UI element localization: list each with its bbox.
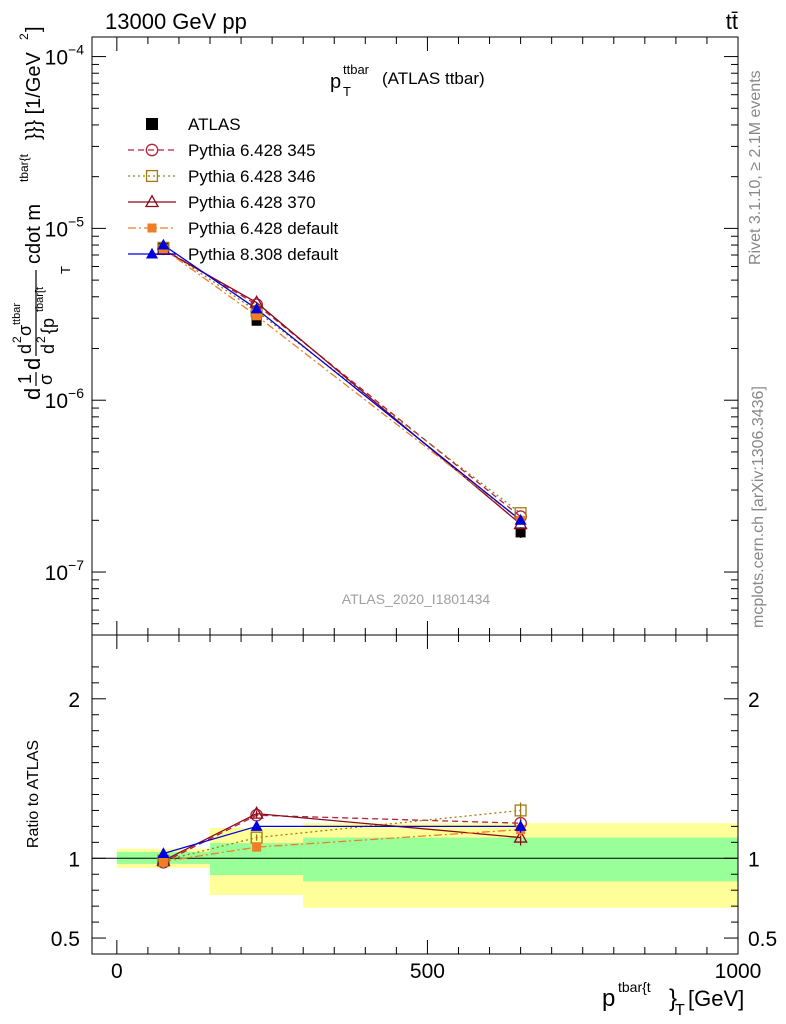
ylabel-frac2-den-sup: 2: [34, 336, 48, 343]
ratio-xlabel: p tbar{t } T [GeV]: [602, 979, 744, 1019]
legend-label: Pythia 6.428 370: [188, 193, 316, 212]
legend-marker: [146, 247, 158, 259]
main-ylabel: d 1 σ d d 2 σ ttbar d 2 {p tbar[t T cdot…: [10, 26, 73, 400]
ylabel-tail: cdot m: [23, 204, 45, 264]
ylabel-frac2-num-sym: σ: [15, 325, 35, 336]
legend-marker: [144, 194, 160, 208]
ylabel-tail-sup: tbar{t: [17, 153, 31, 182]
ylabel-d1: d: [20, 388, 45, 400]
ylabel-d2: d: [20, 358, 45, 370]
legend-label: Pythia 6.428 default: [188, 219, 339, 238]
xlabel-sub: T: [675, 1002, 685, 1019]
ratio-xtick-label: 500: [410, 960, 445, 983]
legend-label: Pythia 8.308 default: [188, 245, 339, 264]
legend: ATLAS Pythia 6.428 345 Pythia 6.428 346 Pyt…: [128, 115, 339, 264]
plot-title-rest: (ATLAS ttbar): [382, 69, 485, 88]
main-ytick-label: 10−6: [45, 385, 85, 413]
ylabel-frac1-num: 1: [15, 374, 35, 384]
ylabel-frac2-den-rest: {p: [38, 318, 58, 334]
ratio-data-point: [157, 847, 170, 859]
ylabel-tail-end-sup: 2: [17, 33, 31, 40]
analysis-watermark: ATLAS_2020_I1801434: [342, 591, 491, 607]
ratio-ylabel: Ratio to ATLAS: [25, 740, 42, 848]
ylabel-tail-end: }}} [1/GeV: [23, 51, 45, 140]
ratio-data-point: [250, 820, 263, 831]
xlabel-sup: tbar{t: [618, 979, 651, 995]
ratio-ticks: [92, 635, 739, 954]
ratio-ytick-labels: 0.5 0.5 1 1 2 2: [51, 689, 777, 951]
plot-title-sup: ttbar: [343, 62, 370, 77]
ratio-data-point: [513, 829, 528, 843]
main-panel: 10−7 10−6 10−5 10−4 p T ttbar (ATLAS ttbar)…: [10, 26, 739, 636]
ratio-data-point: [514, 804, 527, 817]
legend-marker: [147, 223, 157, 233]
ratio-series-layer: [156, 802, 528, 869]
main-ticks: [92, 37, 739, 635]
legend-label: Pythia 6.428 345: [188, 141, 316, 160]
main-ytick-label: 10−5: [45, 213, 85, 241]
ylabel-frac2-num-sup: 2: [10, 336, 24, 343]
ratio-data-point: [249, 806, 264, 819]
ratio-panel: 0.5 0.5 1 1 2 2 0 500 1000 Ratio to ATLAS p tba…: [25, 634, 777, 1019]
main-ytick-label: 10−7: [45, 557, 85, 585]
xlabel-main: p: [602, 985, 615, 1012]
legend-label: ATLAS: [188, 115, 241, 134]
xlabel-brace: }: [669, 985, 677, 1012]
ylabel-tail-close: ]: [23, 26, 45, 32]
legend-marker: [145, 143, 159, 157]
ylabel-frac2-den: d: [38, 344, 58, 354]
legend-marker: [146, 118, 158, 130]
main-ytick-labels: 10−7 10−6 10−5 10−4: [45, 42, 85, 585]
main-data-point: [157, 238, 170, 250]
plot-title-sub: T: [343, 84, 351, 99]
main-data-point: [251, 315, 262, 326]
ratio-ytick-label-right: 0.5: [748, 928, 777, 951]
ratio-uncertainty-bands: [116, 823, 738, 908]
ylabel-frac2-num: d: [15, 344, 35, 354]
ratio-data-point: [252, 842, 262, 852]
ylabel-frac2-den-rest-sup: tbar[t: [34, 287, 46, 312]
main-ytick-label: 10−4: [45, 42, 85, 70]
ratio-data-point: [514, 820, 527, 831]
ratio-ytick-label-right: 1: [748, 848, 760, 871]
plot-title-main: p: [330, 71, 341, 93]
ratio-xtick-label: 0: [111, 960, 123, 983]
ratio-ytick-label-left: 2: [68, 689, 80, 712]
process-label: 13000 GeV pp: [105, 9, 247, 34]
ylabel-frac2-num-sym-sup: ttbar: [11, 303, 23, 325]
final-state-label: tt̄: [726, 9, 738, 34]
xlabel-unit: [GeV]: [688, 986, 744, 1011]
main-data-point: [250, 302, 263, 314]
ratio-xtick-label: 1000: [715, 960, 762, 983]
ylabel-frac2-den-sub: T: [58, 266, 73, 274]
legend-marker: [145, 169, 159, 183]
main-data-point: [515, 527, 526, 538]
ratio-xtick-labels: 0 500 1000: [111, 960, 761, 983]
main-series-layer: [156, 238, 528, 538]
source-label: mcplots.cern.ch [arXiv:1306.3436]: [750, 386, 767, 628]
ratio-ytick-label-right: 2: [748, 689, 760, 712]
main-series-line: [163, 248, 522, 518]
ratio-data-point: [158, 856, 168, 866]
ylabel-frac1-den: σ: [36, 374, 56, 385]
ratio-ytick-label-left: 1: [68, 848, 80, 871]
main-data-point: [514, 514, 527, 525]
ratio-ytick-label-left: 0.5: [51, 928, 80, 951]
main-data-point: [252, 311, 262, 321]
legend-label: Pythia 6.428 346: [188, 167, 316, 186]
rivet-version-label: Rivet 3.1.10, ≥ 2.1M events: [747, 70, 764, 265]
main-series-line: [163, 249, 522, 525]
